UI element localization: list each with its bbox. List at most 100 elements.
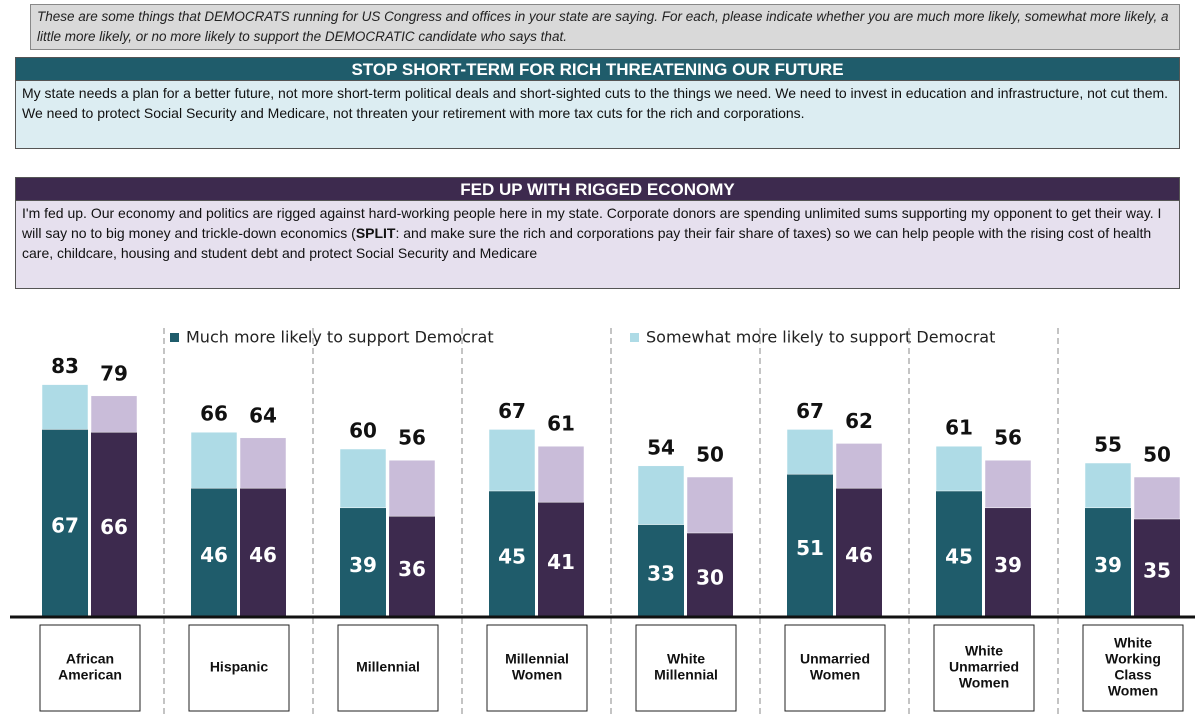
category-label: Millennial bbox=[505, 651, 569, 667]
legend-label: Much more likely to support Democrat bbox=[186, 328, 494, 347]
bar-somewhat bbox=[488, 429, 536, 492]
bar-much bbox=[489, 491, 535, 617]
category-box bbox=[784, 624, 886, 712]
total-label: 60 bbox=[349, 419, 377, 443]
much-label: 46 bbox=[200, 543, 228, 567]
bar-somewhat bbox=[637, 465, 685, 525]
message-title: STOP SHORT-TERM FOR RICH THREATENING OUR… bbox=[15, 57, 1180, 81]
much-label: 33 bbox=[647, 561, 675, 585]
much-label: 36 bbox=[398, 557, 426, 581]
category-label: Women bbox=[512, 667, 562, 683]
total-label: 66 bbox=[200, 402, 228, 426]
total-label: 61 bbox=[945, 416, 973, 440]
bar-somewhat bbox=[935, 445, 983, 492]
category-box bbox=[39, 624, 141, 712]
category-label: Millennial bbox=[654, 667, 718, 683]
bar-somewhat bbox=[984, 459, 1032, 509]
bar-much bbox=[638, 524, 684, 617]
bar-somewhat bbox=[1133, 476, 1181, 520]
category-label: Unmarried bbox=[800, 651, 870, 667]
bar-somewhat bbox=[835, 443, 883, 489]
bar-somewhat bbox=[786, 429, 834, 475]
much-label: 30 bbox=[696, 566, 724, 590]
bar-much bbox=[389, 516, 435, 617]
bar-much bbox=[340, 507, 386, 617]
bar-somewhat bbox=[388, 459, 436, 517]
bar-somewhat bbox=[41, 384, 89, 430]
total-label: 61 bbox=[547, 412, 575, 436]
legend-swatch bbox=[170, 333, 179, 342]
bar-much bbox=[91, 432, 137, 617]
total-label: 50 bbox=[1143, 443, 1171, 467]
category-label: Class bbox=[1114, 667, 1152, 683]
category-label: Women bbox=[810, 667, 860, 683]
text-part: : and make sure the rich and corporation… bbox=[22, 225, 1152, 261]
total-label: 55 bbox=[1094, 433, 1122, 457]
category-box bbox=[933, 624, 1035, 712]
much-label: 41 bbox=[547, 550, 575, 574]
much-label: 67 bbox=[51, 514, 79, 538]
much-label: 66 bbox=[100, 515, 128, 539]
bar-much bbox=[836, 488, 882, 617]
total-label: 67 bbox=[498, 399, 526, 423]
message-text: My state needs a plan for a better futur… bbox=[15, 81, 1180, 149]
bar-much bbox=[1085, 507, 1131, 617]
much-label: 46 bbox=[845, 543, 873, 567]
much-label: 46 bbox=[249, 543, 277, 567]
total-label: 83 bbox=[51, 354, 79, 378]
category-box bbox=[337, 624, 439, 712]
bar-much bbox=[787, 474, 833, 617]
category-label: Hispanic bbox=[210, 659, 269, 675]
category-label: Working bbox=[1105, 651, 1161, 667]
much-label: 39 bbox=[1094, 553, 1122, 577]
total-label: 64 bbox=[249, 403, 277, 427]
bar-somewhat bbox=[537, 445, 585, 503]
category-box bbox=[1082, 624, 1184, 712]
category-label: Women bbox=[959, 675, 1009, 691]
total-label: 50 bbox=[696, 443, 724, 467]
bar-much bbox=[42, 429, 88, 617]
text-part: I'm fed up. Our economy and politics are… bbox=[22, 205, 1162, 241]
category-box bbox=[635, 624, 737, 712]
total-label: 56 bbox=[398, 426, 426, 450]
category-label: Unmarried bbox=[949, 659, 1019, 675]
bar-much bbox=[985, 507, 1031, 617]
bar-somewhat bbox=[190, 431, 238, 489]
category-label: White bbox=[1114, 635, 1152, 651]
category-label: African bbox=[66, 651, 114, 667]
category-label: White bbox=[965, 643, 1003, 659]
bar-somewhat bbox=[90, 395, 138, 433]
bar-much bbox=[538, 502, 584, 617]
category-label: Millennial bbox=[356, 659, 420, 675]
bar-much bbox=[191, 488, 237, 617]
total-label: 54 bbox=[647, 435, 675, 459]
bar-somewhat bbox=[239, 437, 287, 489]
message-title: FED UP WITH RIGGED ECONOMY bbox=[15, 177, 1180, 201]
total-label: 62 bbox=[845, 409, 873, 433]
bar-much bbox=[240, 488, 286, 617]
bar-much bbox=[687, 533, 733, 617]
text-part: SPLIT bbox=[355, 225, 396, 241]
much-label: 39 bbox=[349, 553, 377, 577]
much-label: 51 bbox=[796, 536, 824, 560]
category-box bbox=[486, 624, 588, 712]
bar-somewhat bbox=[339, 448, 387, 509]
legend-label: Somewhat more likely to support Democrat bbox=[646, 328, 995, 347]
bar-somewhat bbox=[686, 476, 734, 534]
legend-swatch bbox=[630, 333, 639, 342]
category-box bbox=[188, 624, 290, 712]
much-label: 45 bbox=[945, 545, 973, 569]
much-label: 39 bbox=[994, 553, 1022, 577]
total-label: 56 bbox=[994, 426, 1022, 450]
category-label: White bbox=[667, 651, 705, 667]
total-label: 67 bbox=[796, 399, 824, 423]
bar-somewhat bbox=[1084, 462, 1132, 509]
total-label: 79 bbox=[100, 361, 128, 385]
text-part: My state needs a plan for a better futur… bbox=[22, 85, 1169, 121]
bar-much bbox=[1134, 519, 1180, 617]
category-label: Women bbox=[1108, 683, 1158, 699]
category-label: American bbox=[58, 667, 122, 683]
bar-much bbox=[936, 491, 982, 617]
